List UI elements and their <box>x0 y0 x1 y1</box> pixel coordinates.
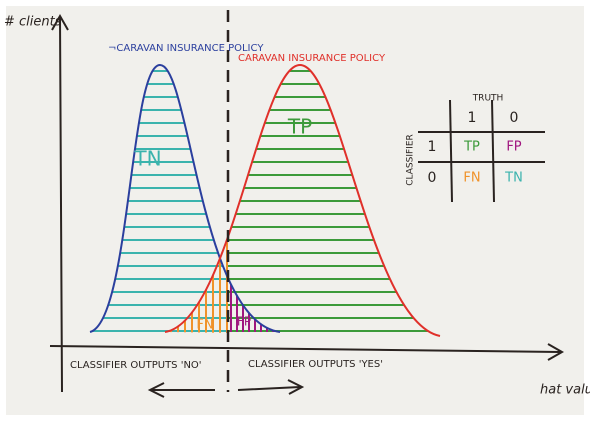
matrix-row-title: CLASSIFIER <box>406 134 416 186</box>
region-label: TP <box>287 115 312 139</box>
matrix-cell: TP <box>463 140 480 155</box>
region-label: FP <box>237 315 251 329</box>
diagram: # clients hat value ¬CARAVAN INSURANCE P… <box>0 0 590 421</box>
positive-curve-label: CARAVAN INSURANCE POLICY <box>238 53 386 64</box>
matrix-column-title: TRUTH <box>472 94 504 104</box>
region-label: TN <box>133 147 161 171</box>
threshold-left-label: CLASSIFIER OUTPUTS 'NO' <box>70 360 202 371</box>
page: {"axes": {"y_label": "# clients", "x_lab… <box>0 0 590 421</box>
matrix-cell: FP <box>506 140 521 155</box>
region-label: FN <box>196 318 213 333</box>
matrix-column: 0 <box>510 110 519 126</box>
matrix-cell: TN <box>504 171 523 186</box>
matrix-cell: FN <box>463 171 480 186</box>
matrix-row: 0 <box>428 170 437 186</box>
matrix-column: 1 <box>468 110 477 126</box>
threshold-right-label: CLASSIFIER OUTPUTS 'YES' <box>248 359 383 370</box>
x-axis-label: hat value <box>540 383 590 398</box>
matrix-row: 1 <box>428 139 437 155</box>
y-axis-label: # clients <box>4 15 62 30</box>
